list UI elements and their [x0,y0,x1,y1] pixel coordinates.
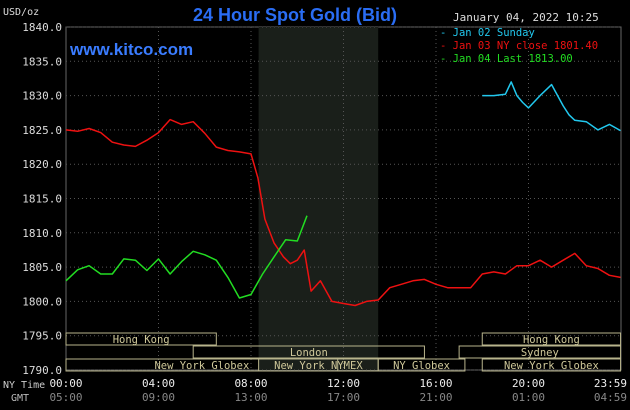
session-bar: New York NYMEX [258,358,379,372]
chart-title: 24 Hour Spot Gold (Bid) [193,5,397,25]
x-tick-label-gmt: 13:00 [234,391,267,404]
x-tick-label-ny: 08:00 [234,377,267,390]
grid-lines [66,26,621,371]
series-line [65,118,621,307]
session-label: NY Globex [393,360,450,372]
session-bar: New York Globex [481,358,622,372]
session-bar: Hong Kong [65,332,217,346]
y-tick-label: 1810.0 [22,227,62,240]
x-tick-label-ny: 00:00 [49,377,82,390]
x-tick-label-ny: 04:00 [142,377,175,390]
x-tick-label-gmt: 01:00 [512,391,545,404]
x-tick-label-ny: 23:59 [594,377,627,390]
x-tick-label-ny: 16:00 [419,377,452,390]
legend-item: - Jan 04 Last 1813.00 [440,53,573,65]
unit-label: USD/oz [3,7,39,18]
session-label: New York NYMEX [274,360,363,372]
legend-item: - Jan 02 Sunday [440,27,535,39]
y-tick-label: 1835.0 [22,55,62,68]
trading-sessions: Hong Kong London New York Globex New York N… [65,332,622,372]
y-tick-label: 1830.0 [22,90,62,103]
y-tick-label: 1820.0 [22,158,62,171]
session-label: Sydney [521,347,559,359]
x-tick-label-gmt: 21:00 [419,391,452,404]
y-tick-label: 1805.0 [22,261,62,274]
x-tick-label-gmt: 04:59 [594,391,627,404]
legend-item: - Jan 03 NY close 1801.40 [440,40,598,52]
x-tick-label-gmt: 05:00 [49,391,82,404]
session-bar: NY Globex [377,358,466,372]
gmt-label: GMT [11,393,29,404]
y-tick-label: 1840.0 [22,21,62,34]
session-label: Hong Kong [113,334,170,346]
y-tick-label: 1790.0 [22,364,62,377]
session-bar: London [192,345,425,359]
timestamp: January 04, 2022 10:25 [453,11,599,24]
session-label: London [290,347,328,359]
price-series [65,81,621,307]
watermark: www.kitco.com [69,40,193,59]
y-tick-label: 1795.0 [22,330,62,343]
session-bar: Sydney [458,345,622,359]
legend: - Jan 02 Sunday - Jan 03 NY close 1801.4… [440,27,598,65]
ny-time-label: NY Time [3,380,45,391]
x-tick-label-gmt: 17:00 [327,391,360,404]
x-tick-label-gmt: 09:00 [142,391,175,404]
session-label: Hong Kong [523,334,580,346]
y-tick-label: 1800.0 [22,295,62,308]
session-label: New York Globex [154,360,249,372]
series-line [482,81,621,132]
session-bar: New York Globex [65,358,339,372]
session-bar: Hong Kong [481,332,622,346]
y-tick-labels: 1840.0 1835.0 1830.0 1825.0 1820.0 1815.0 1810… [22,21,62,377]
x-tick-label-ny: 12:00 [327,377,360,390]
y-tick-label: 1825.0 [22,124,62,137]
x-tick-labels: 00:00 04:00 08:00 12:00 16:00 20:00 23:59 05:00… [49,377,627,404]
x-tick-label-ny: 20:00 [512,377,545,390]
session-label: New York Globex [504,360,599,372]
series-line [65,215,308,299]
y-tick-label: 1815.0 [22,193,62,206]
